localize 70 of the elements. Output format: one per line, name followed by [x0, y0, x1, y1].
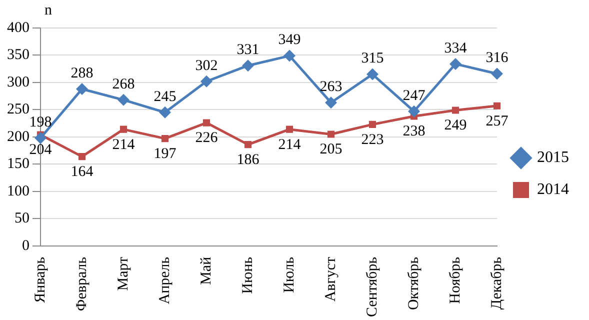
- y-tick-label: 150: [7, 156, 30, 172]
- data-label: 316: [486, 50, 509, 66]
- data-label: 197: [154, 146, 177, 162]
- data-label: 226: [195, 130, 218, 146]
- x-tick-label: Ноябрь: [447, 256, 464, 304]
- x-tick-label: Декабрь: [488, 256, 505, 310]
- point: [491, 68, 503, 80]
- data-label: 288: [70, 65, 94, 82]
- x-tick-label: Сентябрь: [364, 256, 380, 318]
- point: [120, 126, 128, 133]
- point: [327, 130, 335, 138]
- point: [202, 119, 210, 126]
- data-label: 257: [486, 113, 509, 130]
- y-tick-label: 400: [7, 20, 30, 36]
- data-label: 186: [236, 152, 260, 168]
- x-tick-label: Июнь: [240, 256, 256, 294]
- point: [368, 120, 376, 128]
- data-label: 334: [444, 40, 468, 56]
- data-label: 263: [320, 79, 342, 96]
- data-label: 302: [195, 58, 218, 74]
- y-axis-title: n: [44, 2, 52, 18]
- y-tick-label: 50: [14, 210, 30, 227]
- y-tick-label: 250: [7, 102, 30, 118]
- x-tick-label: Апрель: [156, 256, 173, 304]
- point: [161, 135, 169, 142]
- y-tick-label: 300: [7, 74, 30, 90]
- point: [284, 50, 296, 62]
- x-tick-label: Март: [115, 256, 132, 291]
- data-label: 205: [320, 142, 342, 158]
- data-label: 223: [361, 132, 384, 148]
- point: [78, 153, 86, 160]
- point: [286, 126, 294, 133]
- data-label: 349: [278, 32, 301, 48]
- point: [76, 83, 88, 96]
- x-tick-label: Февраль: [74, 256, 90, 312]
- data-label: 331: [236, 42, 260, 58]
- data-label: 268: [112, 76, 135, 92]
- point: [34, 132, 46, 144]
- data-label: 249: [444, 118, 467, 134]
- point: [366, 68, 378, 80]
- data-label: 204: [29, 142, 52, 158]
- point: [242, 60, 254, 72]
- x-tick-label: Май: [198, 256, 214, 285]
- y-tick-label: 100: [7, 183, 30, 200]
- x-tick-label: Июль: [281, 256, 298, 293]
- point: [493, 102, 501, 110]
- point: [325, 96, 337, 109]
- data-label: 245: [154, 88, 176, 105]
- data-label: 247: [402, 88, 426, 104]
- y-tick-label: 0: [22, 238, 30, 254]
- data-label: 214: [112, 136, 136, 153]
- point: [244, 141, 252, 148]
- legend-label: 2015: [537, 149, 569, 166]
- point: [118, 94, 130, 106]
- point: [452, 106, 460, 114]
- x-tick-label: Август: [322, 256, 339, 302]
- data-label: 315: [361, 50, 384, 67]
- data-label: 214: [278, 136, 302, 153]
- data-label: 164: [70, 164, 94, 180]
- point: [159, 106, 171, 118]
- point: [408, 105, 420, 118]
- y-tick-label: 200: [7, 128, 30, 145]
- legend-label: 2014: [537, 181, 569, 198]
- data-label: 198: [29, 114, 52, 130]
- data-label: 238: [402, 124, 426, 140]
- y-tick-label: 350: [7, 47, 30, 64]
- x-tick-label: Октябрь: [406, 256, 422, 310]
- point: [200, 75, 212, 88]
- point: [450, 58, 462, 70]
- x-tick-label: Январь: [32, 256, 48, 303]
